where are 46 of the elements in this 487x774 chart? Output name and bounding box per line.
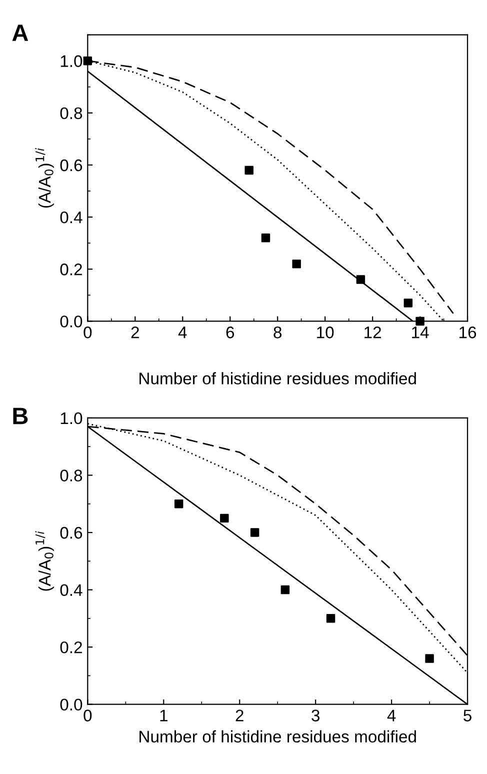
y-tick-label: 0.0 — [60, 698, 82, 711]
y-tick-label: 0.6 — [60, 159, 82, 172]
point — [404, 298, 413, 308]
x-tick-label: 1 — [160, 710, 168, 722]
chart-title: A — [12, 24, 28, 41]
y-axis-title: (A/A$_{0}$)$^{1/i}$ — [35, 531, 54, 591]
x-tick-label: 6 — [226, 326, 234, 338]
x-axis-title: Number of histidine residues modified — [140, 372, 416, 384]
point — [280, 585, 290, 594]
x-tick-label: 5 — [464, 710, 472, 722]
x-tick-label: 4 — [387, 710, 396, 722]
x-tick-label: 3 — [312, 710, 320, 722]
x-axis-title: Number of histidine residues modified — [140, 730, 416, 743]
y-tick-label: 0.2 — [60, 264, 82, 276]
x-tick-label: 16 — [460, 326, 476, 338]
x-tick-label: 4 — [178, 326, 187, 338]
point — [220, 514, 229, 523]
x-tick-label: 2 — [236, 710, 244, 722]
point — [261, 234, 270, 242]
y-tick-label: 0.4 — [60, 211, 82, 224]
point — [292, 260, 301, 268]
y-tick-label: 0.2 — [60, 641, 82, 654]
chart-title: B — [13, 408, 28, 424]
point — [174, 500, 184, 508]
point — [356, 275, 366, 284]
y-tick-label: 0.8 — [60, 107, 82, 120]
point — [416, 316, 424, 326]
x-tick-label: 0 — [84, 326, 92, 338]
x-tick-label: 10 — [317, 326, 334, 338]
y-axis-title: (A/A$_{0}$)$^{1/i}$ — [35, 148, 54, 208]
x-tick-label: 0 — [84, 710, 92, 722]
y-tick-label: 0.4 — [60, 584, 82, 596]
y-tick-label: 0.6 — [60, 526, 82, 539]
x-tick-label: 8 — [274, 326, 282, 338]
y-tick-label: 0.8 — [60, 470, 82, 482]
x-tick-label: 12 — [364, 326, 381, 338]
point — [244, 166, 254, 175]
y-tick-label: 0.0 — [60, 316, 82, 328]
point — [425, 654, 434, 663]
y-tick-label: 1.0 — [60, 55, 82, 68]
x-tick-label: 14 — [412, 326, 429, 338]
x-tick-label: 2 — [131, 326, 139, 338]
point — [326, 614, 336, 623]
point — [250, 528, 260, 537]
point — [83, 56, 92, 66]
y-tick-label: 1.0 — [60, 412, 82, 424]
